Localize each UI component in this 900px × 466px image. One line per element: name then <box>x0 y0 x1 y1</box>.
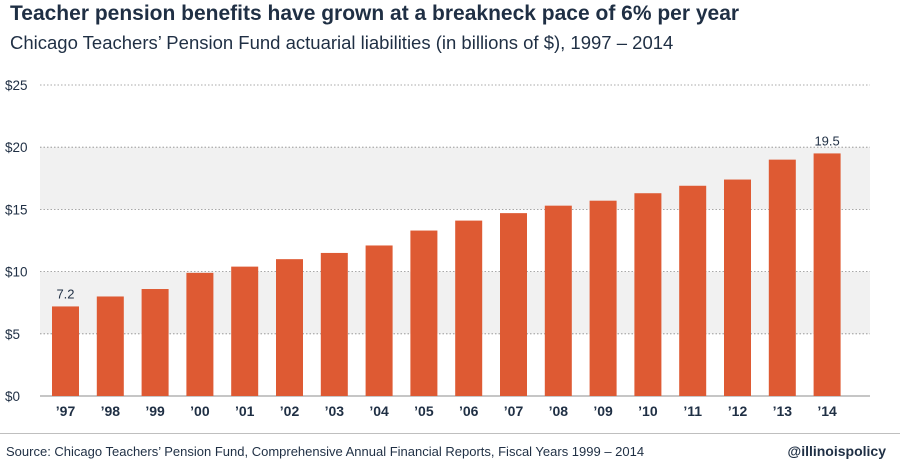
y-tick-label: $15 <box>5 202 28 217</box>
bar <box>500 213 527 396</box>
x-tick-label: ’10 <box>638 403 658 419</box>
x-tick-label: ’00 <box>190 403 210 419</box>
data-label: 7.2 <box>56 286 74 301</box>
chart-subtitle: Chicago Teachers’ Pension Fund actuarial… <box>10 32 674 53</box>
bar <box>455 220 483 396</box>
bar <box>724 179 751 396</box>
bar <box>186 272 214 396</box>
bar <box>365 245 393 396</box>
x-tick-label: ’14 <box>817 403 837 419</box>
x-tick-label: ’02 <box>280 403 300 419</box>
y-tick-label: $25 <box>5 78 28 93</box>
bar <box>544 205 572 396</box>
x-tick-label: ’01 <box>235 403 255 419</box>
bar <box>141 289 169 396</box>
bar <box>320 252 348 396</box>
social-handle: @illinoispolicy <box>787 443 886 459</box>
y-tick-label: $5 <box>5 327 20 342</box>
x-tick-label: ’05 <box>414 403 434 419</box>
x-tick-label: ’06 <box>459 403 479 419</box>
bar <box>768 159 796 396</box>
x-tick-label: ’03 <box>325 403 345 419</box>
y-tick-label: $10 <box>5 265 28 280</box>
x-tick-label: ’04 <box>369 403 389 419</box>
grid-band <box>40 85 870 148</box>
x-tick-label: ’98 <box>101 403 121 419</box>
x-tick-label: ’08 <box>549 403 569 419</box>
y-tick-label: $0 <box>5 389 20 404</box>
bar <box>231 266 259 396</box>
source-note: Source: Chicago Teachers’ Pension Fund, … <box>6 444 645 459</box>
chart-title: Teacher pension benefits have grown at a… <box>10 2 740 25</box>
x-tick-label: ’99 <box>145 403 165 419</box>
bar <box>589 200 617 396</box>
bar <box>813 153 841 396</box>
bar <box>96 296 124 396</box>
bar <box>410 230 438 396</box>
x-tick-label: ’09 <box>593 403 613 419</box>
footer-divider <box>0 433 900 434</box>
data-label: 19.5 <box>814 133 839 148</box>
bar <box>276 259 303 396</box>
x-tick-label: ’13 <box>773 403 793 419</box>
bar <box>52 306 79 396</box>
x-tick-label: ’12 <box>728 403 748 419</box>
bar <box>679 185 707 396</box>
x-tick-label: ’11 <box>683 403 702 419</box>
y-tick-label: $20 <box>5 140 28 155</box>
x-tick-label: ’97 <box>56 403 76 419</box>
x-tick-label: ’07 <box>504 403 524 419</box>
bar <box>634 193 662 396</box>
